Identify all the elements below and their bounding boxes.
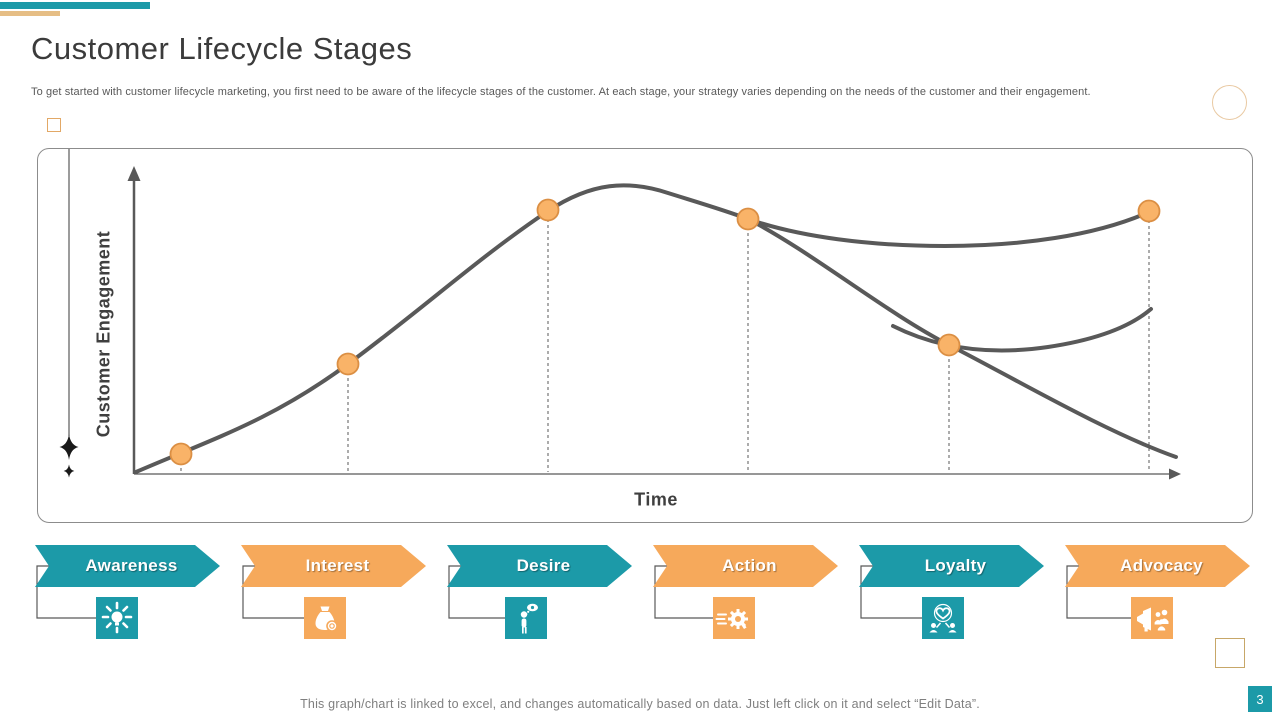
person-thought-icon bbox=[520, 603, 538, 634]
top-tan-accent-bar bbox=[0, 11, 60, 16]
money-bag-icon bbox=[315, 606, 338, 632]
y-axis-label: Customer Engagement bbox=[93, 230, 114, 438]
stage-icon-desire[interactable] bbox=[505, 597, 547, 639]
footer-note: This graph/chart is linked to excel, and… bbox=[300, 697, 980, 711]
decor-square-large bbox=[1215, 638, 1245, 668]
page-number-badge[interactable]: 3 bbox=[1248, 686, 1272, 712]
page-title: Customer Lifecycle Stages bbox=[31, 31, 413, 66]
stage-icon-loyalty[interactable] bbox=[922, 597, 964, 639]
x-axis-label: Time bbox=[634, 489, 678, 510]
gear-rush-icon bbox=[715, 609, 748, 629]
top-teal-accent-bar bbox=[0, 2, 150, 9]
stage-chevron-desire[interactable]: Desire bbox=[447, 545, 632, 587]
stage-icon-interest[interactable] bbox=[304, 597, 346, 639]
decor-square-small bbox=[47, 118, 61, 132]
stage-chevron-action[interactable]: Action bbox=[653, 545, 838, 587]
bulb-rays-icon bbox=[101, 601, 133, 634]
stage-chevron-awareness[interactable]: Awareness bbox=[35, 545, 220, 587]
stage-icon-action[interactable] bbox=[713, 597, 755, 639]
stage-icon-advocacy[interactable] bbox=[1131, 597, 1173, 639]
loyalty-heart-icon bbox=[929, 603, 957, 633]
engagement-chart-frame[interactable] bbox=[37, 148, 1253, 523]
stage-chevron-interest[interactable]: Interest bbox=[241, 545, 426, 587]
stage-chevron-advocacy[interactable]: Advocacy bbox=[1065, 545, 1250, 587]
megaphone-group-icon bbox=[1137, 607, 1169, 632]
decor-circle-outline bbox=[1212, 85, 1247, 120]
stage-chevron-loyalty[interactable]: Loyalty bbox=[859, 545, 1044, 587]
stage-icon-awareness[interactable] bbox=[96, 597, 138, 639]
page-subtitle: To get started with customer lifecycle m… bbox=[31, 86, 1091, 98]
